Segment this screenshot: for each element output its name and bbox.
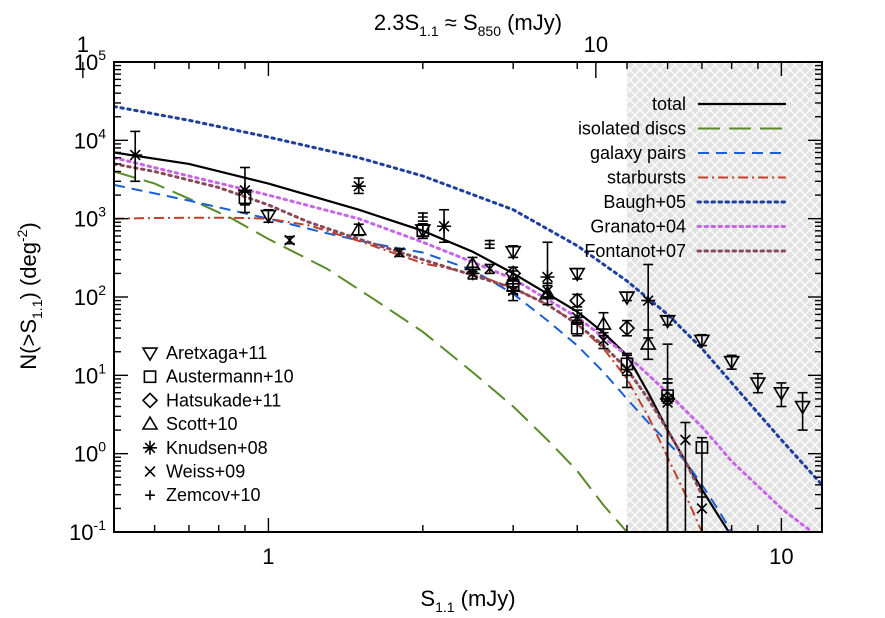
data-point <box>569 292 586 309</box>
data-point <box>695 441 709 454</box>
legend-symbol-tri-down <box>141 347 159 362</box>
x-tick-label: 1 <box>262 544 274 569</box>
data-point <box>351 179 366 194</box>
data-point <box>437 219 452 234</box>
legend-symbol-diamond <box>141 392 159 409</box>
x-tick-label: 10 <box>769 544 793 569</box>
legend-label-hatsukade-11: Hatsukade+11 <box>166 390 281 410</box>
data-point <box>260 209 277 225</box>
legend-symbol-tri-up <box>141 415 159 430</box>
x-axis-title: S1.1 (mJy) <box>420 586 515 615</box>
data-point <box>618 291 636 306</box>
data-point <box>284 234 296 246</box>
y-tick-label: 101 <box>74 360 106 388</box>
data-point <box>723 355 741 371</box>
y-tick-label: 105 <box>74 47 106 75</box>
data-point <box>484 263 496 275</box>
legend-symbol-asterisk <box>143 440 157 455</box>
top-axis-title: 2.3S1.1 ≈ S850 (mJy) <box>374 10 562 39</box>
legend-label-fontanot-07: Fontanot+07 <box>584 241 686 261</box>
data-point <box>506 283 521 298</box>
data-point <box>641 293 656 308</box>
legend-label-starbursts: starbursts <box>607 168 686 188</box>
legend-label-zemcov-10: Zemcov+10 <box>166 485 261 505</box>
legend-symbol-cross <box>144 466 156 477</box>
data-point <box>350 221 368 236</box>
data-point <box>128 147 143 162</box>
y-axis-title: N(>S1.1) (deg-2) <box>14 222 45 369</box>
legend-label-weiss-09: Weiss+09 <box>166 462 245 482</box>
y-tick-label: 103 <box>74 204 106 232</box>
data-point <box>595 315 612 330</box>
legend-label-galaxy-pairs: galaxy pairs <box>590 143 686 163</box>
data-point <box>570 310 585 325</box>
legend-label-baugh-05: Baugh+05 <box>603 192 686 212</box>
data-point <box>568 267 586 282</box>
legend-symbol-plus <box>145 490 155 501</box>
y-tick-label: 104 <box>74 125 106 153</box>
series-galaxy-pairs <box>114 183 733 532</box>
legend-label-aretxaga-11: Aretxaga+11 <box>166 343 267 363</box>
legend-label-isolated-discs: isolated discs <box>578 119 686 139</box>
data-point <box>504 245 522 261</box>
data-point <box>618 320 636 337</box>
data-point <box>639 335 657 350</box>
y-tick-label: 102 <box>74 282 106 310</box>
data-point <box>540 270 555 285</box>
data-point <box>542 285 553 297</box>
data-point <box>749 377 767 392</box>
data-point <box>662 397 674 408</box>
data-point <box>621 363 633 375</box>
data-point <box>484 239 495 250</box>
legend-label-austermann-10: Austermann+10 <box>166 367 294 387</box>
data-point <box>696 502 708 514</box>
data-point <box>659 314 676 330</box>
data-point <box>465 266 480 281</box>
legend-label-scott-10: Scott+10 <box>166 414 238 434</box>
data-point <box>598 334 609 346</box>
y-tick-label: 100 <box>74 439 106 467</box>
data-point <box>772 387 790 402</box>
series-isolated-discs <box>114 170 628 532</box>
legend-label-granato-04: Granato+04 <box>590 217 686 237</box>
y-tick-label: 10-1 <box>69 517 106 545</box>
data-point <box>393 247 405 258</box>
dataset-zemcov-10 <box>417 212 495 250</box>
legend-label-knudsen-08: Knudsen+08 <box>166 438 268 458</box>
data-point <box>539 285 556 300</box>
data-point <box>693 334 711 349</box>
top-tick-label: 1 <box>77 32 89 57</box>
legend-label-total: total <box>652 94 686 114</box>
top-tick-label: 10 <box>584 32 608 57</box>
dataset-weiss-09 <box>284 234 708 532</box>
data-point <box>679 434 691 446</box>
data-point <box>237 183 252 198</box>
series-baugh-05 <box>114 105 822 487</box>
data-point <box>416 224 430 238</box>
data-point <box>417 212 428 222</box>
legend-symbol-square <box>143 370 157 384</box>
data-point <box>794 400 812 416</box>
